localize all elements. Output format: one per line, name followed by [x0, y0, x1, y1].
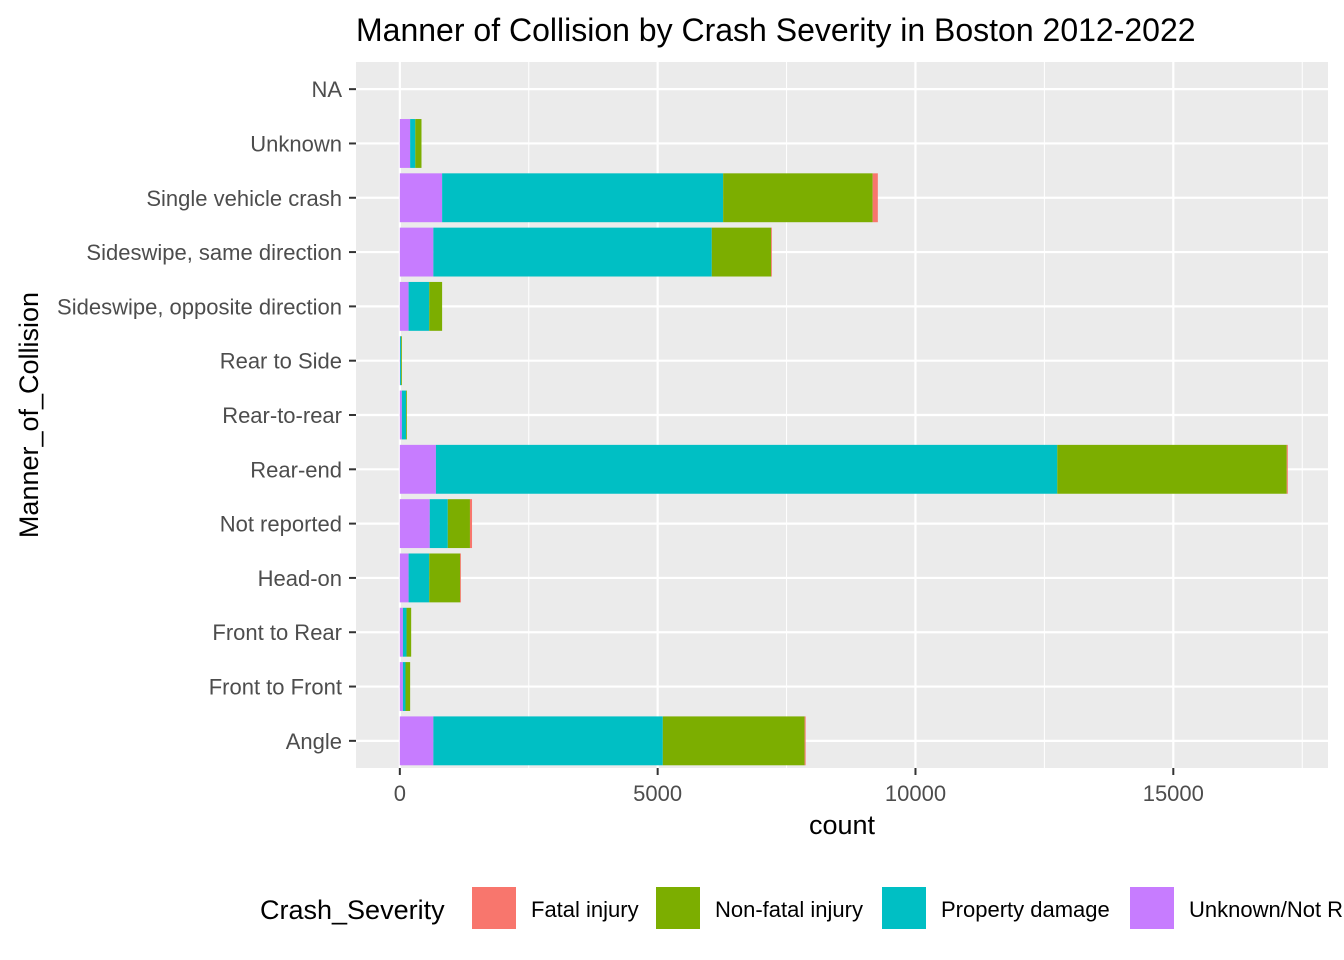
bar-segment [1057, 444, 1287, 494]
bar-segment [433, 227, 712, 277]
bar-segment [399, 119, 411, 168]
bars [399, 119, 1288, 766]
bar-segment [872, 173, 878, 223]
x-tick-label: 0 [394, 781, 406, 806]
bar-segment [1286, 444, 1288, 494]
bar-segment [399, 499, 430, 549]
y-tick-label: Unknown [250, 131, 342, 156]
bar-segment [402, 662, 406, 711]
bar-segment [399, 227, 434, 277]
bar-segment [401, 336, 402, 386]
bar-segment [433, 716, 663, 766]
y-axis-title: Manner_of_Collision [14, 292, 44, 538]
bar-segment [662, 716, 805, 766]
bar-segment [406, 607, 412, 657]
x-tick-label: 15000 [1143, 781, 1204, 806]
y-tick-label: Sideswipe, same direction [86, 240, 342, 265]
legend-label: Property damage [941, 897, 1110, 922]
y-tick-label: Sideswipe, opposite direction [57, 294, 342, 319]
bar-segment [405, 662, 411, 711]
bar-segment [399, 553, 409, 603]
bar-segment [399, 444, 436, 494]
x-tick-label: 10000 [885, 781, 946, 806]
legend-key [882, 887, 926, 929]
y-tick-label: Rear-end [250, 457, 342, 482]
bar-segment [804, 716, 806, 766]
x-axis: 0 5000 10000 15000 [394, 768, 1204, 806]
bar-segment [399, 173, 443, 223]
legend-title: Crash_Severity [260, 895, 445, 925]
bar-segment [442, 173, 724, 223]
legend-key [1130, 887, 1174, 929]
bar-segment [723, 173, 873, 223]
bar-segment [401, 390, 407, 440]
bar-segment [399, 607, 403, 657]
bar-segment [402, 607, 407, 657]
bar-segment [408, 281, 430, 331]
y-tick-label: Head-on [258, 566, 342, 591]
chart-title: Manner of Collision by Crash Severity in… [356, 12, 1196, 48]
y-tick-label: Rear-to-rear [222, 403, 342, 428]
y-tick-label: NA [311, 77, 342, 102]
y-tick-label: Angle [286, 729, 342, 754]
bar-segment [406, 390, 407, 440]
y-tick-label: Not reported [220, 512, 342, 537]
bar-segment [429, 499, 448, 549]
legend-label: Unknown/Not R [1189, 897, 1343, 922]
bar-segment [399, 716, 434, 766]
bar-segment [711, 227, 772, 277]
bar-segment [399, 662, 403, 711]
bar-segment [447, 499, 470, 549]
x-tick-label: 5000 [633, 781, 682, 806]
y-tick-label: Single vehicle crash [146, 186, 342, 211]
y-tick-label: Front to Front [209, 675, 342, 700]
legend-key [656, 887, 700, 929]
bar-segment [408, 553, 430, 603]
legend-label: Fatal injury [531, 897, 639, 922]
bar-segment [429, 553, 461, 603]
x-axis-title: count [809, 810, 876, 840]
legend: Fatal injury Non-fatal injury Property dam… [472, 887, 1343, 929]
legend-label: Non-fatal injury [715, 897, 863, 922]
y-axis: Angle Front to Front Front to Rear Head-on N… [57, 77, 356, 754]
bar-segment [399, 281, 409, 331]
bar-segment [460, 553, 461, 603]
bar-segment [435, 444, 1058, 494]
bar-segment [410, 119, 416, 168]
legend-key [472, 887, 516, 929]
bar-segment [469, 499, 473, 549]
y-tick-label: Front to Rear [212, 620, 342, 645]
bar-segment [415, 119, 422, 168]
bar-segment [399, 390, 402, 440]
bar-segment [429, 281, 443, 331]
bar-segment [771, 227, 772, 277]
bar-segment [400, 336, 402, 386]
y-tick-label: Rear to Side [220, 349, 342, 374]
